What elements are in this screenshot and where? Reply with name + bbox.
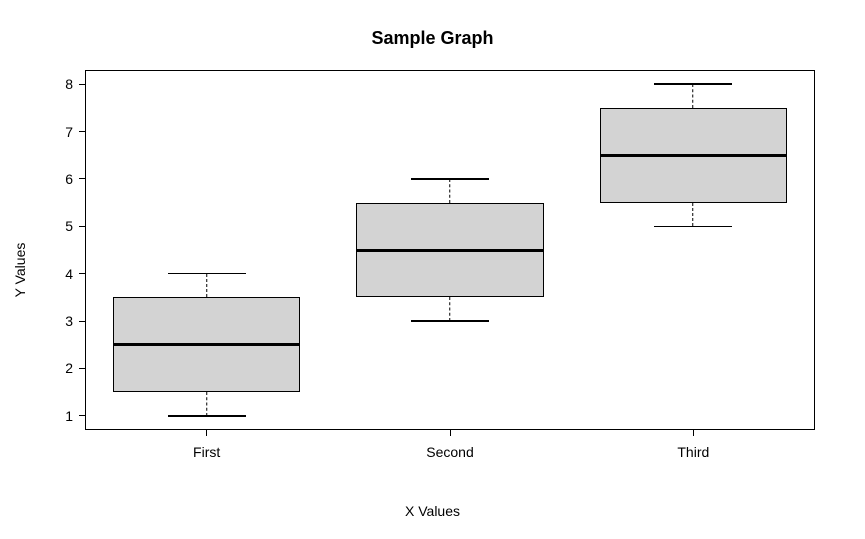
x-tick-label: Third xyxy=(677,444,709,460)
x-axis-label: X Values xyxy=(0,503,865,519)
whisker-cap-upper xyxy=(411,178,489,180)
y-tick-mark xyxy=(79,415,85,416)
x-tick-label: First xyxy=(193,444,220,460)
y-tick-mark xyxy=(79,131,85,132)
y-tick-label: 8 xyxy=(51,76,73,92)
y-tick-mark xyxy=(79,321,85,322)
y-tick-mark xyxy=(79,178,85,179)
whisker-upper xyxy=(693,84,694,108)
y-tick-label: 1 xyxy=(51,408,73,424)
whisker-upper xyxy=(449,179,450,203)
x-tick-mark xyxy=(206,430,207,436)
chart-title: Sample Graph xyxy=(0,28,865,49)
median-line xyxy=(113,343,300,346)
median-line xyxy=(356,249,543,252)
whisker-cap-lower xyxy=(654,226,732,228)
boxplot-chart: Sample Graph Y Values X Values 1 2 3 4 5 6 7 8 F… xyxy=(0,0,865,539)
y-tick-label: 2 xyxy=(51,360,73,376)
whisker-cap-lower xyxy=(411,320,489,322)
y-tick-label: 4 xyxy=(51,266,73,282)
whisker-cap-lower xyxy=(168,415,246,417)
y-tick-mark xyxy=(79,273,85,274)
y-tick-mark xyxy=(79,226,85,227)
y-axis-label: Y Values xyxy=(12,242,28,297)
median-line xyxy=(600,154,787,157)
y-tick-label: 5 xyxy=(51,218,73,234)
whisker-cap-upper xyxy=(168,273,246,275)
y-tick-mark xyxy=(79,84,85,85)
whisker-upper xyxy=(206,274,207,298)
y-tick-label: 3 xyxy=(51,313,73,329)
whisker-lower xyxy=(206,392,207,416)
y-tick-label: 6 xyxy=(51,171,73,187)
x-tick-mark xyxy=(693,430,694,436)
whisker-lower xyxy=(449,297,450,321)
whisker-cap-upper xyxy=(654,83,732,85)
x-tick-label: Second xyxy=(426,444,473,460)
x-tick-mark xyxy=(450,430,451,436)
y-tick-mark xyxy=(79,368,85,369)
whisker-lower xyxy=(693,203,694,227)
y-tick-label: 7 xyxy=(51,124,73,140)
